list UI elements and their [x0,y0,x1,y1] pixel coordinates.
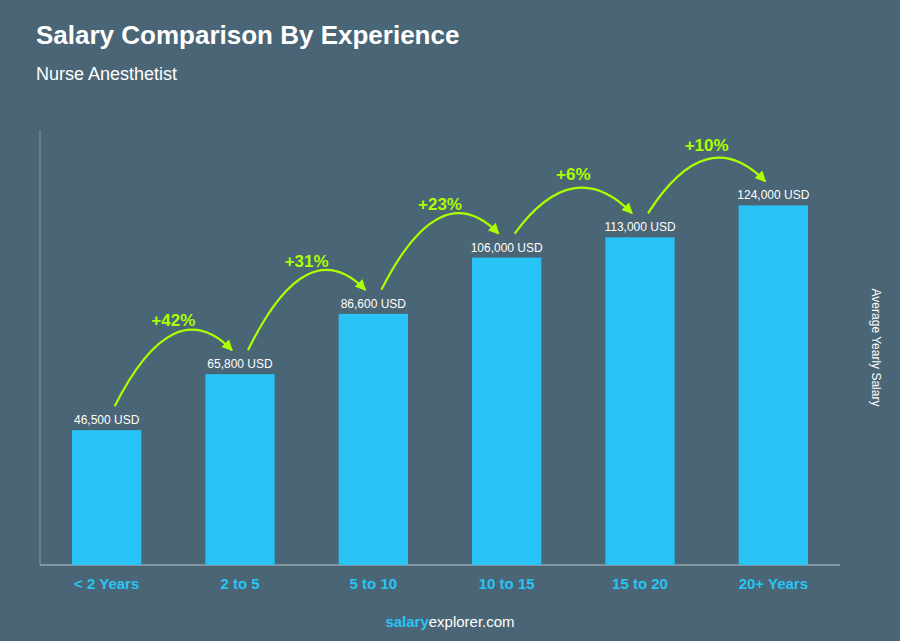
data-label: 86,600 USD [341,297,407,311]
change-arrow [115,330,232,406]
subtitle: Nurse Anesthetist [36,64,177,84]
chart-container: Salary Comparison By Experience Nurse Ane… [0,0,900,641]
data-label: 124,000 USD [737,188,809,202]
change-label: +10% [685,136,729,155]
change-arrow [381,213,498,290]
data-label: 65,800 USD [207,357,273,371]
y-axis-label: Average Yearly Salary [869,289,883,407]
change-label: +6% [556,165,591,184]
data-label: 106,000 USD [471,241,543,255]
x-axis-line [40,565,840,566]
x-tick-label: 20+ Years [739,575,808,592]
change-arrow [648,158,765,214]
x-tick-label: 5 to 10 [350,575,398,592]
x-tick-label: 2 to 5 [220,575,259,592]
bars [72,205,808,565]
y-axis-line [40,130,41,565]
change-arrow [248,270,365,350]
bar [339,314,408,565]
change-arrow [515,188,632,234]
chart-svg: Salary Comparison By Experience Nurse Ane… [0,0,900,641]
change-label: +31% [285,252,329,271]
x-tick-label: 10 to 15 [479,575,535,592]
watermark: salaryexplorer.com [385,613,514,630]
title: Salary Comparison By Experience [36,20,459,50]
data-label: 113,000 USD [604,220,675,234]
watermark-part: explorer.com [429,613,515,630]
bar [739,205,808,565]
data-label: 46,500 USD [74,413,140,427]
watermark-part: salary [385,613,429,630]
x-tick-label: 15 to 20 [612,575,668,592]
bar [205,374,274,565]
change-label: +42% [151,311,195,330]
bar [72,430,141,565]
x-tick-label: < 2 Years [74,575,139,592]
bar [605,237,674,565]
change-label: +23% [418,195,462,214]
bar [472,258,541,565]
background [0,0,900,641]
